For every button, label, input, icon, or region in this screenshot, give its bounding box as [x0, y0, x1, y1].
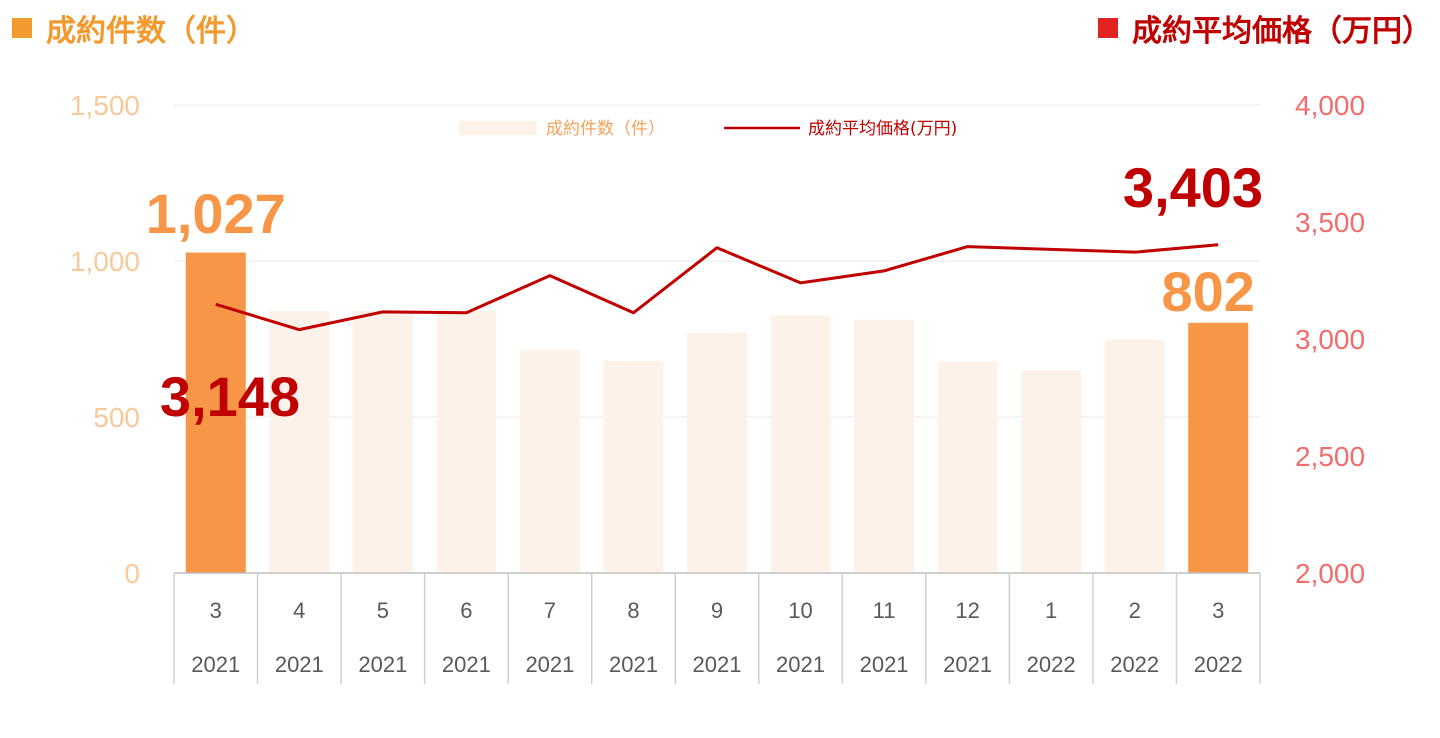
legend-line-label: 成約平均価格(万円): [808, 119, 957, 139]
left-axis-title: 成約件数（件）: [12, 6, 256, 50]
left-tick-label: 1,500: [70, 90, 140, 121]
right-tick-label: 2,000: [1295, 558, 1365, 589]
bar-series: [185, 252, 1249, 574]
year-label: 2021: [860, 652, 909, 677]
bar: [185, 252, 246, 574]
year-label: 2022: [1027, 652, 1076, 677]
bar: [1021, 370, 1082, 573]
bar: [937, 361, 998, 573]
month-label: 11: [873, 598, 896, 623]
bar: [269, 310, 330, 573]
bar: [436, 310, 497, 573]
legend-bar-label: 成約件数（件）: [546, 119, 665, 139]
last-bar-value-label: 802: [1162, 260, 1255, 323]
orange-square-icon: [12, 18, 32, 38]
year-label: 2021: [943, 652, 992, 677]
price-line: [215, 243, 1219, 332]
year-label: 2021: [525, 652, 574, 677]
axes: [173, 572, 1261, 684]
bar: [854, 319, 915, 573]
year-label: 2021: [776, 652, 825, 677]
right-tick-label: 2,500: [1295, 441, 1365, 472]
year-label: 2022: [1110, 652, 1159, 677]
bar: [519, 349, 580, 573]
month-label: 10: [788, 598, 812, 623]
month-label: 9: [711, 598, 723, 623]
year-label: 2021: [191, 652, 240, 677]
left-tick-label: 0: [124, 558, 140, 589]
right-tick-label: 4,000: [1295, 90, 1365, 121]
month-label: 2: [1129, 598, 1141, 623]
bar: [603, 360, 664, 573]
right-axis-title-text: 成約平均価格（万円）: [1132, 14, 1432, 49]
year-label: 2021: [442, 652, 491, 677]
year-label: 2021: [609, 652, 658, 677]
bar: [1188, 322, 1249, 573]
month-label: 1: [1045, 598, 1057, 623]
left-tick-label: 500: [93, 402, 140, 433]
left-axis-title-text: 成約件数（件）: [46, 14, 256, 49]
first-bar-value-label: 1,027: [146, 182, 286, 245]
right-tick-label: 3,500: [1295, 207, 1365, 238]
bar: [1104, 339, 1165, 573]
tick-labels: 0 500 1,000 1,500 2,000 2,500 3,000 3,500 4,000: [70, 90, 1365, 589]
legend: 成約件数（件） 成約平均価格(万円): [459, 119, 957, 139]
month-label: 5: [377, 598, 389, 623]
annotations: 1,027 802 3,148 3,403: [146, 156, 1263, 428]
red-square-icon: [1098, 18, 1118, 38]
month-label: 3: [1212, 598, 1224, 623]
bar: [687, 332, 747, 573]
category-labels: 3 2021 4 2021 5 2021 6 2021 7 2021 8 2021 9 2021 10 202…: [191, 598, 1242, 677]
month-label: 8: [627, 598, 639, 623]
bar: [352, 310, 413, 573]
month-label: 6: [460, 598, 472, 623]
month-label: 7: [544, 598, 556, 623]
legend-bar-swatch: [459, 121, 537, 135]
month-label: 12: [955, 598, 979, 623]
month-label: 4: [293, 598, 305, 623]
line-series: [215, 243, 1219, 332]
right-tick-label: 3,000: [1295, 324, 1365, 355]
last-line-value-label: 3,403: [1123, 156, 1263, 219]
year-label: 2022: [1194, 652, 1243, 677]
bar: [770, 315, 831, 573]
year-label: 2021: [693, 652, 742, 677]
year-label: 2021: [275, 652, 324, 677]
right-axis-title: 成約平均価格（万円）: [1098, 6, 1432, 50]
left-tick-label: 1,000: [70, 246, 140, 277]
year-label: 2021: [358, 652, 407, 677]
first-line-value-label: 3,148: [160, 365, 300, 428]
month-label: 3: [210, 598, 222, 623]
